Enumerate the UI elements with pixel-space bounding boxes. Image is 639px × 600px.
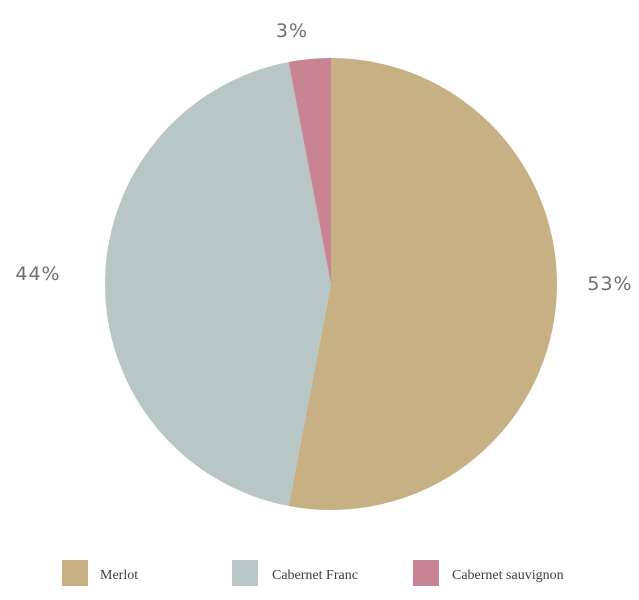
pie-slice-cabernet-sauvignon [288,58,331,284]
legend-item-merlot: Merlot [62,560,138,586]
legend-item-cabernet-sauvignon: Cabernet sauvignon [413,560,564,586]
slice-label-cabernet-sauvignon: 3% [276,20,308,42]
slice-label-merlot: 53% [587,273,632,295]
legend-item-cabernet-franc: Cabernet Franc [232,560,358,586]
legend-label-cabernet-franc: Cabernet Franc [272,568,358,583]
pie-slice-merlot [288,58,557,510]
legend-label-cabernet-sauvignon: Cabernet sauvignon [452,568,564,583]
legend-label-merlot: Merlot [100,568,138,583]
pie-slices [104,58,557,510]
legend: Merlot Cabernet Franc Cabernet sauvignon [62,560,564,586]
slice-label-cabernet-franc: 44% [15,263,60,285]
slice-labels: 53% 44% 3% [15,20,632,295]
legend-swatch-cabernet-sauvignon [413,560,439,586]
pie-slice-cabernet-franc [104,62,331,506]
legend-swatch-merlot [62,560,88,586]
legend-swatch-cabernet-franc [232,560,258,586]
